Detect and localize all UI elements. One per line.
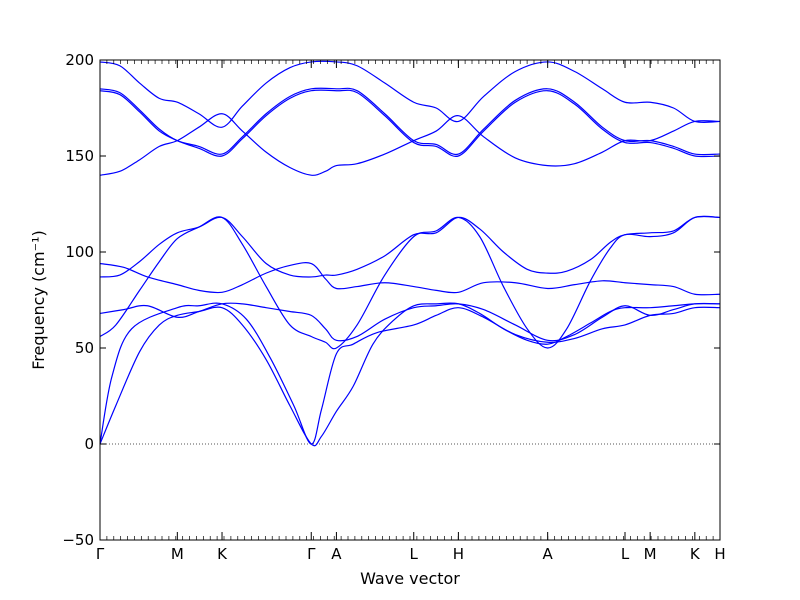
x-axis-title: Wave vector (360, 569, 460, 588)
x-tick-label: L (621, 545, 630, 563)
x-tick-label: L (410, 545, 419, 563)
y-tick-label: −50 (62, 531, 94, 549)
band-line-10 (99, 60, 721, 128)
band-line-9 (99, 89, 721, 158)
y-tick-label: 0 (84, 435, 94, 453)
series-layer (99, 60, 721, 447)
y-tick-label: 200 (65, 51, 94, 69)
y-tick-label: 50 (75, 339, 94, 357)
x-tick-label: H (453, 545, 464, 563)
band-line-2 (99, 302, 721, 445)
x-tick-label: H (714, 545, 725, 563)
x-tick-label: A (331, 545, 342, 563)
y-tick-label: 100 (65, 243, 94, 261)
x-tick-label: M (644, 545, 657, 563)
y-tick-label: 150 (65, 147, 94, 165)
x-tick-label: Γ (307, 545, 316, 563)
x-tick-label: Γ (96, 545, 105, 563)
band-line-7 (99, 113, 721, 176)
y-axis-title: Frequency (cm⁻¹) (29, 230, 48, 369)
x-tick-label: K (690, 545, 701, 563)
band-line-6 (99, 262, 721, 296)
band-line-5 (99, 215, 721, 278)
band-line-4 (99, 302, 721, 342)
plot-frame (99, 59, 721, 541)
band-line-8 (99, 87, 721, 156)
x-tick-label: M (171, 545, 184, 563)
x-tick-label: K (217, 545, 228, 563)
x-tick-label: A (543, 545, 554, 563)
